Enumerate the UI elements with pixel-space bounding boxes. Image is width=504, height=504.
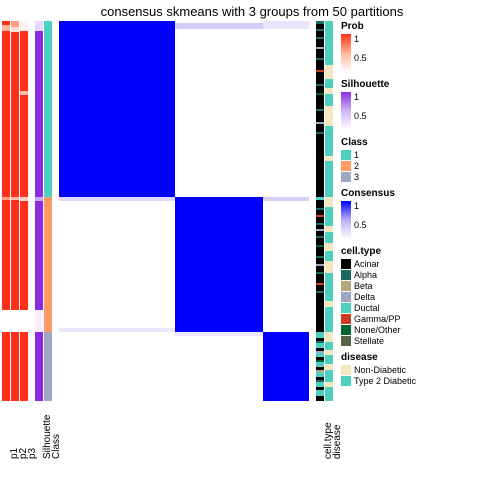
annot-p3 xyxy=(20,21,28,401)
annot-silhouette xyxy=(35,21,43,401)
consensus-heatmap xyxy=(59,21,309,401)
annot-disease xyxy=(325,21,333,401)
xlabel-disease: disease xyxy=(332,425,343,459)
legend-panel: Prob10.5Silhouette10.5Class123Consensus1… xyxy=(333,21,449,401)
annot-p1 xyxy=(2,21,10,401)
page-title: consensus skmeans with 3 groups from 50 … xyxy=(0,0,504,21)
main-chart: Prob10.5Silhouette10.5Class123Consensus1… xyxy=(0,21,504,401)
annot-p2 xyxy=(11,21,19,401)
xlabel-class: Class xyxy=(51,434,62,459)
annot-class xyxy=(44,21,52,401)
x-axis-labels: p1 p2 p3 Silhouette Class cell.type dise… xyxy=(0,401,504,471)
annot-celltype xyxy=(316,21,324,401)
